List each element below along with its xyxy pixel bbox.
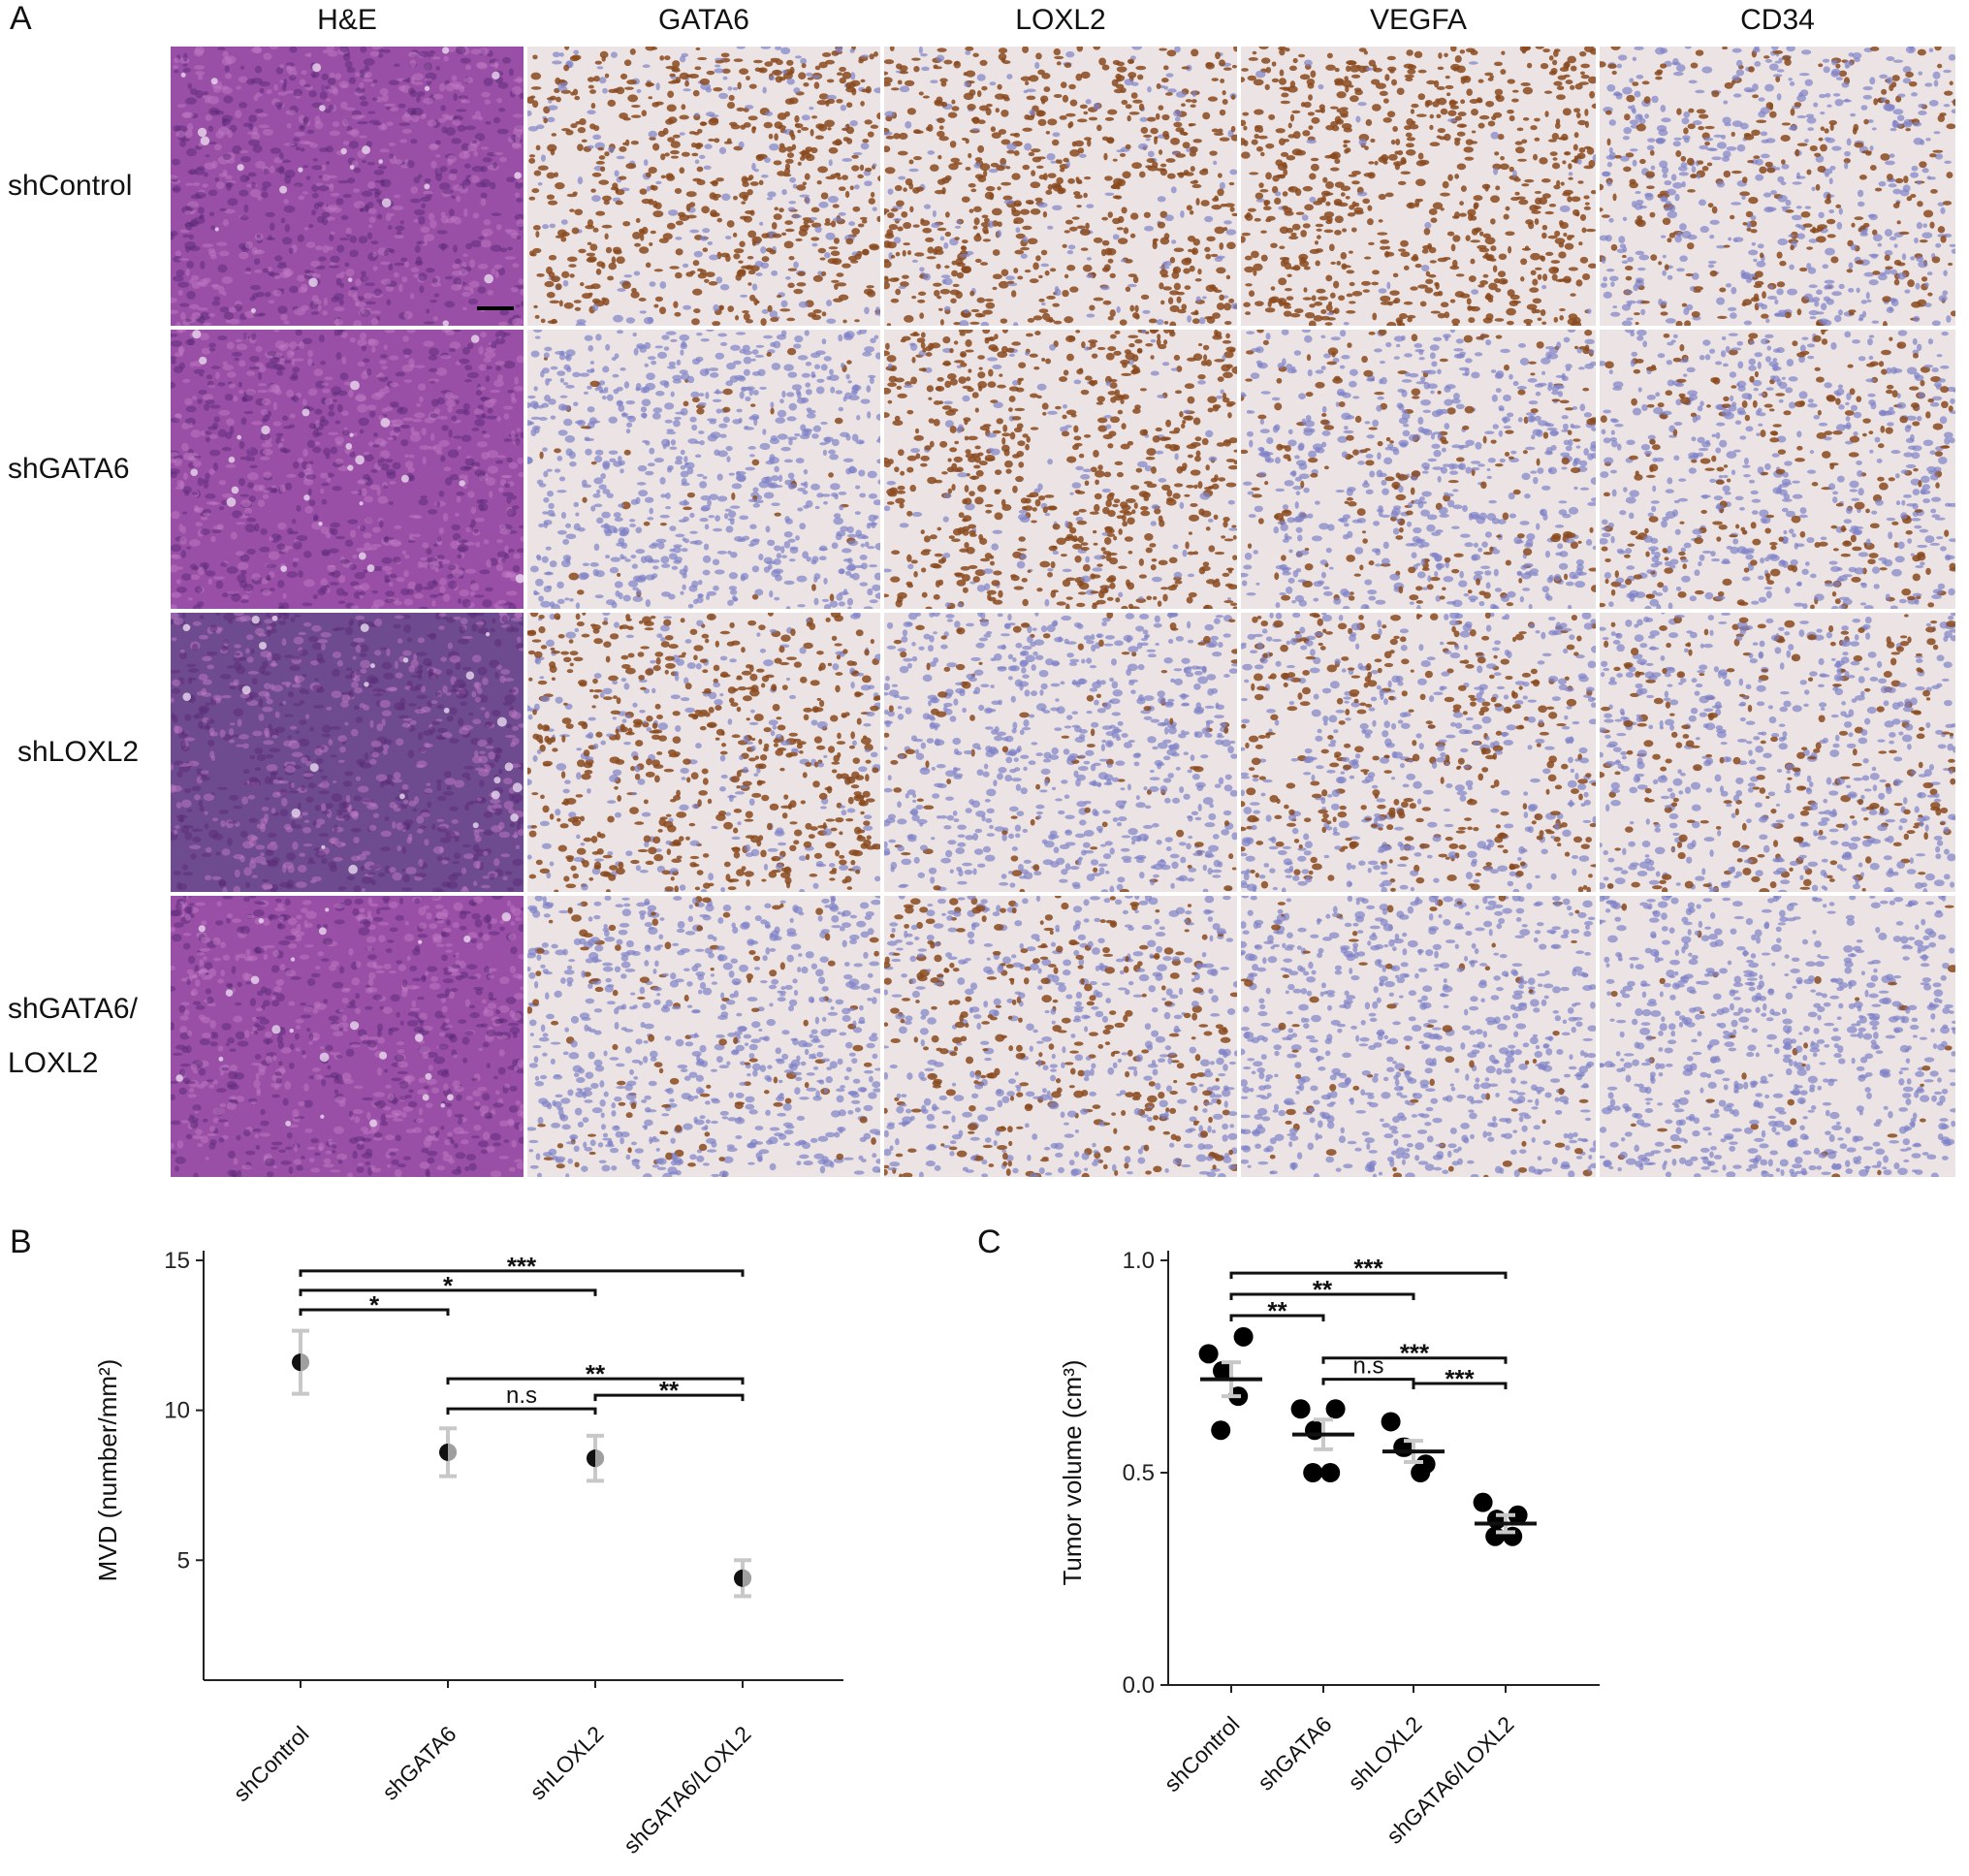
micrograph-tile [1241,47,1596,326]
mean-error-bar [1292,1417,1354,1451]
micrograph-tile [171,613,524,892]
significance-bracket: *** [299,1252,745,1281]
significance-bracket: ** [1229,1296,1325,1325]
significance-label: *** [1400,1339,1430,1368]
column-label: GATA6 [658,4,749,36]
data-point [1233,1326,1254,1347]
micrograph-tile [1600,330,1955,609]
micrograph-tile [171,330,524,609]
y-axis-label: MVD (number/mm²) [93,1359,122,1582]
significance-bracket: *** [1412,1364,1508,1393]
row-label: shControl [8,170,133,202]
mean-error-point [439,1426,457,1479]
mean-error-point [734,1558,751,1599]
significance-bracket: *** [1229,1254,1508,1283]
mean-error-point [292,1328,310,1396]
micrograph-tile [884,47,1237,326]
significance-label: ** [659,1376,680,1405]
panel-b-letter: B [10,1224,32,1260]
y-tick-label: 10 [164,1398,190,1424]
micrograph-tile [527,896,880,1177]
data-point [1325,1399,1346,1419]
significance-bracket: * [299,1290,450,1320]
mean-error-bar [1382,1439,1445,1465]
micrograph-tile [1600,896,1955,1177]
significance-bracket: n.s [446,1383,597,1415]
significance-bracket: ** [446,1359,745,1388]
significance-bracket: ** [1229,1275,1415,1304]
column-label: H&E [317,4,377,36]
data-point [1198,1344,1219,1364]
significance-bracket: ** [593,1376,745,1405]
micrograph-tile [527,47,880,326]
row-label: LOXL2 [8,1047,99,1079]
significance-label: ** [1267,1296,1287,1325]
column-label: VEGFA [1369,4,1468,36]
micrograph-tile [527,613,880,892]
significance-label: *** [1353,1254,1383,1283]
significance-bracket: * [299,1271,597,1300]
micrograph-tile [1241,896,1596,1177]
significance-label: *** [507,1252,537,1281]
column-label: CD34 [1740,4,1815,36]
data-point [1508,1505,1528,1525]
micrograph-tile [884,613,1237,892]
significance-label: * [443,1271,454,1300]
row-label: shGATA6 [8,453,130,485]
data-point [1303,1463,1323,1482]
mean-error-bar [1475,1512,1537,1535]
significance-label: * [369,1290,380,1320]
row-label: shGATA6/ [8,993,138,1025]
data-point [1485,1526,1506,1546]
micrograph-tile [884,896,1237,1177]
significance-label: n.s [506,1383,537,1409]
micrograph-tile [1600,47,1955,326]
x-tick-label: shGATA6 [1253,1711,1336,1795]
x-tick-label: shControl [1159,1711,1245,1797]
micrograph-tile [1600,613,1955,892]
micrograph-tile [1241,613,1596,892]
data-point [1290,1399,1311,1419]
panel-c-letter: C [977,1224,1001,1260]
data-point [1411,1463,1431,1482]
y-tick-label: 0.5 [1123,1460,1155,1486]
y-tick-label: 15 [164,1248,190,1274]
data-point [1381,1412,1401,1432]
micrograph-tile [171,47,524,326]
y-tick-label: 1.0 [1123,1248,1155,1274]
data-point [1211,1420,1231,1441]
y-tick-label: 5 [177,1547,190,1574]
y-tick-label: 0.0 [1123,1672,1155,1699]
significance-label: ** [586,1359,606,1388]
row-label: shLOXL2 [17,736,140,768]
panel-a-letter: A [10,0,32,37]
significance-label: *** [1445,1364,1475,1393]
data-point [1473,1492,1493,1512]
mean-error-bar [1200,1360,1262,1399]
significance-bracket: *** [1321,1339,1508,1368]
micrograph-tile [171,896,524,1177]
y-axis-label: Tumor volume (cm³) [1058,1359,1087,1585]
x-tick-label: shLOXL2 [1343,1711,1426,1795]
micrograph-tile [884,330,1237,609]
micrograph-tile [527,330,880,609]
mean-error-point [587,1433,604,1483]
micrograph-tile [1241,330,1596,609]
significance-label: ** [1313,1275,1333,1304]
column-label: LOXL2 [1015,4,1106,36]
data-point [1213,1360,1232,1381]
data-point [1320,1463,1341,1482]
